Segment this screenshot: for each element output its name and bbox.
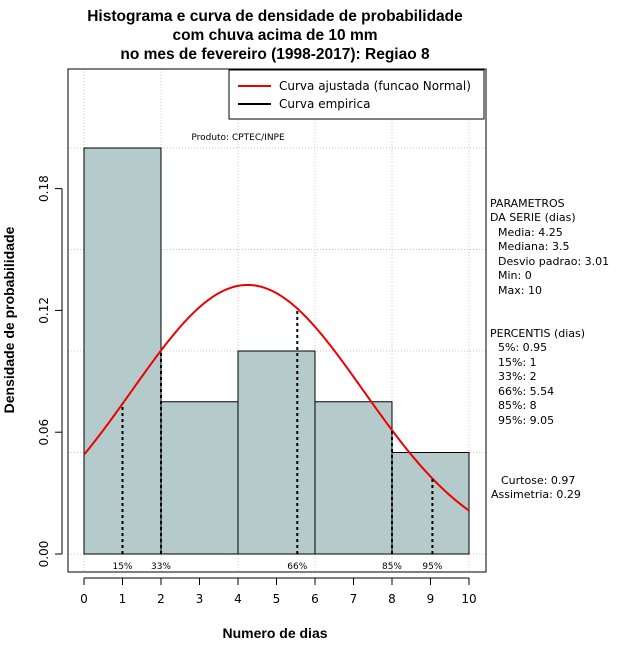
legend: Curva ajustada (funcao Normal) Curva emp… bbox=[228, 69, 485, 120]
histogram-bar-4 bbox=[314, 401, 393, 555]
normal-curve-layer bbox=[83, 283, 470, 512]
histogram-bar-5 bbox=[391, 452, 470, 555]
params-title-2: DA SERIE (dias) bbox=[490, 211, 576, 224]
percentile-label-5: 95% bbox=[422, 562, 442, 572]
x-tick-label: 6 bbox=[311, 592, 319, 606]
x-tick-label: 10 bbox=[461, 592, 476, 606]
percentil-85: 85%: 8 bbox=[498, 399, 537, 412]
y-tick-label: 0.00 bbox=[37, 541, 51, 568]
x-tick-label: 1 bbox=[119, 592, 127, 606]
chart-title-line-3: no mes de fevereiro (1998-2017): Regiao … bbox=[120, 46, 430, 63]
param-max: Max: 10 bbox=[498, 284, 542, 297]
histogram-bar-2 bbox=[160, 401, 239, 555]
legend-label-normal: Curva ajustada (funcao Normal) bbox=[279, 79, 471, 93]
param-media: Media: 4.25 bbox=[498, 226, 563, 239]
percentile-label-1: 15% bbox=[112, 562, 132, 572]
y-axis: 0.00 0.06 0.12 0.18 bbox=[37, 175, 63, 568]
x-tick-label: 7 bbox=[350, 592, 358, 606]
x-tick-label: 2 bbox=[157, 592, 165, 606]
curtose: Curtose: 0.97 bbox=[501, 474, 575, 487]
percentil-33: 33%: 2 bbox=[498, 370, 537, 383]
percentile-markers: 15% 33% 66% 85% 95% bbox=[112, 308, 443, 572]
x-axis: 0 1 2 3 4 5 6 7 8 9 10 bbox=[80, 577, 477, 606]
param-desvio: Desvio padrao: 3.01 bbox=[498, 255, 609, 268]
histogram-bar-3 bbox=[237, 350, 316, 555]
x-tick-label: 9 bbox=[427, 592, 435, 606]
percentis-title: PERCENTIS (dias) bbox=[490, 327, 585, 340]
x-axis-title: Numero de dias bbox=[222, 625, 327, 641]
y-tick-label: 0.06 bbox=[37, 419, 51, 446]
y-tick-label: 0.12 bbox=[37, 297, 51, 324]
product-label: Produto: CPTEC/INPE bbox=[191, 133, 285, 143]
y-axis-title: Densidade de probabilidade bbox=[1, 226, 17, 413]
percentile-label-2: 33% bbox=[151, 562, 171, 572]
percentile-label-4: 85% bbox=[382, 562, 402, 572]
x-tick-label: 8 bbox=[388, 592, 396, 606]
param-min: Min: 0 bbox=[498, 269, 532, 282]
chart-title-line-1: Histograma e curva de densidade de proba… bbox=[87, 8, 463, 25]
chart-title-line-2: com chuva acima de 10 mm bbox=[172, 27, 377, 44]
histogram-bars bbox=[83, 147, 470, 555]
x-tick-label: 3 bbox=[196, 592, 204, 606]
percentil-15: 15%: 1 bbox=[498, 356, 537, 369]
plot-frame bbox=[67, 68, 487, 573]
percentile-label-3: 66% bbox=[287, 562, 307, 572]
assimetria: Assimetria: 0.29 bbox=[491, 488, 581, 501]
percentil-66: 66%: 5.54 bbox=[498, 385, 554, 398]
legend-label-empirical: Curva empirica bbox=[279, 97, 370, 111]
params-title-1: PARAMETROS bbox=[490, 197, 565, 210]
x-tick-label: 5 bbox=[273, 592, 281, 606]
side-panel: PARAMETROS DA SERIE (dias) Media: 4.25 M… bbox=[490, 197, 609, 501]
x-tick-label: 0 bbox=[80, 592, 88, 606]
y-tick-label: 0.18 bbox=[37, 175, 51, 202]
normal-curve bbox=[83, 283, 470, 512]
percentil-95: 95%: 9.05 bbox=[498, 414, 554, 427]
legend-box bbox=[228, 69, 485, 120]
x-tick-label: 4 bbox=[234, 592, 242, 606]
percentil-5: 5%: 0.95 bbox=[498, 341, 547, 354]
param-mediana: Mediana: 3.5 bbox=[498, 240, 569, 253]
